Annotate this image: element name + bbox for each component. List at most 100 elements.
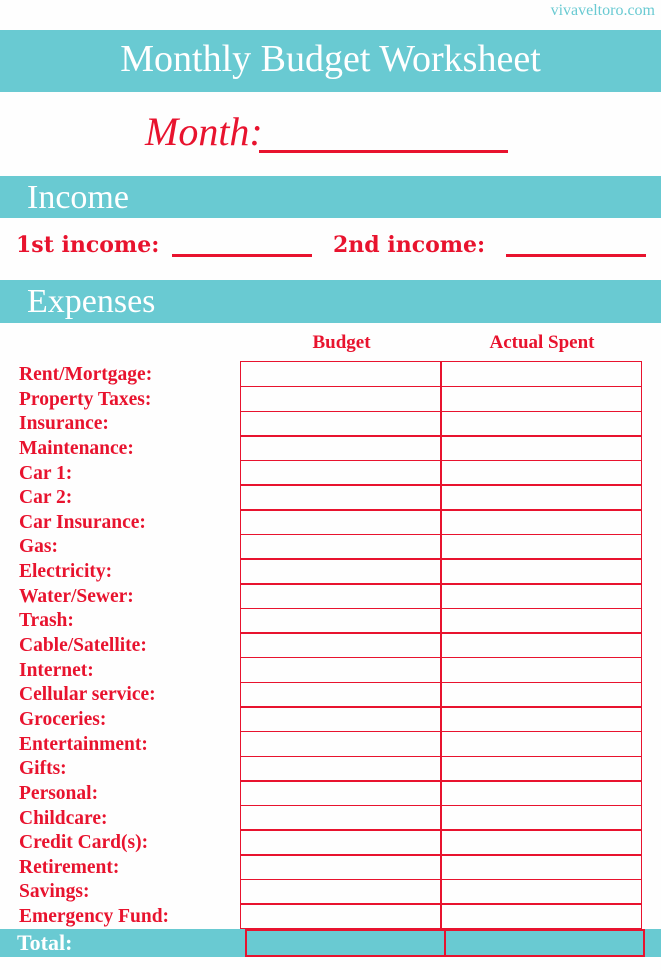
actual-cell[interactable]: [440, 583, 642, 610]
expense-label: Entertainment:: [19, 733, 148, 755]
budget-cell[interactable]: [240, 854, 442, 881]
actual-cell[interactable]: [440, 656, 642, 684]
table-row: [240, 558, 642, 585]
total-budget-cell[interactable]: [245, 929, 446, 957]
expense-label: Childcare:: [19, 807, 108, 829]
budget-cell[interactable]: [240, 583, 442, 610]
budget-cell[interactable]: [240, 780, 442, 807]
budget-cell[interactable]: [240, 558, 442, 585]
budget-cell[interactable]: [240, 410, 442, 437]
actual-cell[interactable]: [440, 459, 642, 486]
actual-cell[interactable]: [440, 878, 642, 905]
budget-cell[interactable]: [240, 903, 442, 930]
table-row: [240, 533, 642, 560]
budget-cell[interactable]: [240, 435, 442, 462]
expense-label: Cable/Satellite:: [19, 635, 147, 657]
budget-cell[interactable]: [240, 829, 442, 856]
budget-cell[interactable]: [240, 361, 442, 388]
expense-label: Insurance:: [19, 413, 109, 435]
expense-label: Water/Sewer:: [19, 585, 134, 607]
first-income-field[interactable]: [172, 254, 312, 257]
actual-cell[interactable]: [440, 780, 642, 807]
table-row: [240, 706, 642, 733]
actual-cell[interactable]: [440, 681, 642, 708]
actual-cell[interactable]: [440, 509, 642, 536]
table-row: [240, 459, 642, 486]
expense-label: Car 2:: [19, 487, 73, 509]
actual-cell[interactable]: [440, 385, 642, 413]
actual-cell[interactable]: [440, 484, 642, 511]
expense-label: Internet:: [19, 659, 94, 681]
month-field[interactable]: [259, 150, 508, 153]
budget-cell[interactable]: [240, 706, 442, 733]
expense-label: Gifts:: [19, 758, 67, 780]
budget-cell[interactable]: [240, 533, 442, 560]
actual-spent-column-header: Actual Spent: [489, 332, 595, 353]
expense-label: Savings:: [19, 881, 90, 903]
site-watermark: vivaveltoro.com: [550, 2, 655, 19]
budget-cell[interactable]: [240, 484, 442, 511]
table-row: [240, 509, 642, 536]
table-row: [240, 804, 642, 831]
actual-cell[interactable]: [440, 730, 642, 757]
actual-cell[interactable]: [440, 361, 642, 388]
budget-cell[interactable]: [240, 804, 442, 831]
actual-cell[interactable]: [440, 607, 642, 634]
second-income-field[interactable]: [506, 254, 646, 257]
table-row: [240, 583, 642, 610]
budget-cell[interactable]: [240, 607, 442, 634]
month-label: Month:: [145, 109, 263, 154]
expense-table: [240, 361, 642, 930]
table-row: [240, 435, 642, 462]
page-title: Monthly Budget Worksheet: [0, 30, 661, 92]
expense-label: Cellular service:: [19, 684, 156, 706]
expense-label: Trash:: [19, 610, 74, 632]
income-heading: Income: [0, 176, 661, 218]
budget-cell[interactable]: [240, 755, 442, 782]
actual-cell[interactable]: [440, 903, 642, 930]
total-bar: [0, 929, 661, 957]
budget-cell[interactable]: [240, 632, 442, 659]
actual-cell[interactable]: [440, 558, 642, 585]
actual-cell[interactable]: [440, 706, 642, 733]
budget-cell[interactable]: [240, 509, 442, 536]
expense-label: Rent/Mortgage:: [19, 364, 153, 385]
expense-label: Emergency Fund:: [19, 906, 170, 928]
budget-cell[interactable]: [240, 385, 442, 413]
expense-label: Car Insurance:: [19, 511, 146, 533]
table-row: [240, 361, 642, 388]
expense-label: Personal:: [19, 782, 99, 804]
expenses-heading: Expenses: [0, 280, 661, 323]
budget-cell[interactable]: [240, 459, 442, 486]
budget-cell[interactable]: [240, 730, 442, 757]
table-row: [240, 878, 642, 905]
total-row: [245, 929, 645, 957]
budget-column-header: Budget: [312, 332, 371, 353]
actual-cell[interactable]: [440, 829, 642, 856]
actual-cell[interactable]: [440, 632, 642, 659]
expense-label: Electricity:: [19, 561, 113, 583]
expense-label: Maintenance:: [19, 437, 134, 459]
first-income-label: 1st income:: [16, 232, 160, 258]
expense-label: Property Taxes:: [19, 388, 152, 410]
expense-label: Groceries:: [19, 708, 107, 730]
actual-cell[interactable]: [440, 854, 642, 881]
total-actual-cell[interactable]: [444, 929, 645, 957]
table-row: [240, 385, 642, 413]
expense-label: Gas:: [19, 536, 58, 558]
table-row: [240, 829, 642, 856]
table-row: [240, 632, 642, 659]
actual-cell[interactable]: [440, 804, 642, 831]
budget-cell[interactable]: [240, 878, 442, 905]
expense-labels: Rent/Mortgage: Property Taxes: Insurance: M…: [19, 362, 169, 929]
actual-cell[interactable]: [440, 410, 642, 437]
actual-cell[interactable]: [440, 435, 642, 462]
budget-cell[interactable]: [240, 681, 442, 708]
actual-cell[interactable]: [440, 755, 642, 782]
table-row: [240, 681, 642, 708]
budget-cell[interactable]: [240, 656, 442, 684]
actual-cell[interactable]: [440, 533, 642, 560]
table-row: [240, 656, 642, 684]
table-row: [240, 730, 642, 757]
table-row: [240, 484, 642, 511]
